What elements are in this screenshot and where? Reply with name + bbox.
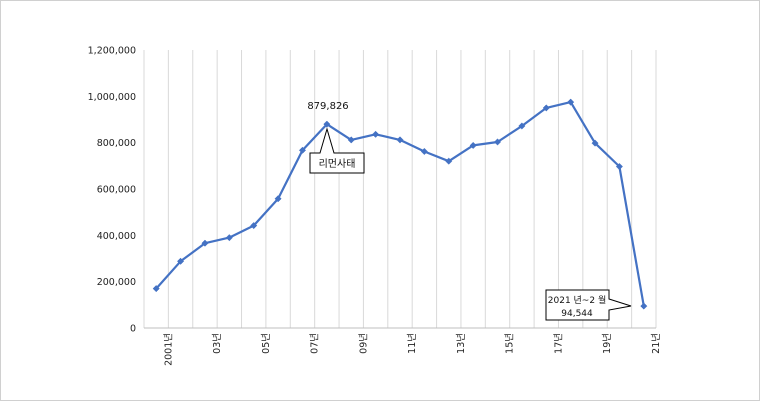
y-tick-label: 1,200,000 <box>88 46 136 57</box>
data-point <box>445 157 453 165</box>
x-tick-label: 2001년 <box>163 333 174 366</box>
data-point <box>591 139 599 147</box>
data-point <box>420 147 428 156</box>
data-point <box>640 302 648 310</box>
data-point <box>201 239 209 247</box>
x-tick-label: 11년 <box>407 333 418 354</box>
data-point <box>567 98 575 106</box>
data-point <box>469 141 477 150</box>
x-tick-label: 17년 <box>553 333 564 354</box>
grid-lines <box>143 50 657 328</box>
y-tick-label: 200,000 <box>97 277 136 288</box>
data-point <box>274 195 282 203</box>
y-tick-label: 600,000 <box>97 185 136 196</box>
data-point <box>396 136 404 144</box>
y-tick-label: 400,000 <box>97 231 136 242</box>
peak-value-label: 879,826 <box>307 101 348 112</box>
latest-value-callout-line1: 2021 년~2 월 <box>548 294 606 306</box>
series-line <box>155 100 645 307</box>
latest-value-callout-line2: 94,544 <box>561 309 593 319</box>
x-tick-label: 15년 <box>505 333 516 354</box>
x-tick-label: 03년 <box>212 333 223 354</box>
latest-value-callout-box <box>545 289 632 321</box>
x-tick-label: 13년 <box>456 333 467 354</box>
x-tick-label: 19년 <box>602 333 613 354</box>
data-point <box>518 122 526 130</box>
series-points <box>152 98 648 310</box>
lehman-callout-label: 리먼사태 <box>319 158 356 170</box>
data-point <box>152 285 160 293</box>
data-point <box>372 130 380 138</box>
data-point <box>542 104 550 112</box>
data-point <box>250 222 258 230</box>
data-point <box>225 234 233 242</box>
y-axis-ticks: 0 200,000 400,000 600,000 800,000 1,000,000 1,… <box>88 46 136 335</box>
lehman-callout-box <box>309 127 365 174</box>
x-tick-label: 07년 <box>310 333 321 354</box>
data-point <box>615 162 623 171</box>
data-point <box>347 136 355 144</box>
data-point <box>323 120 331 128</box>
x-axis-ticks: 2001년 03년 05년 07년 09년 11년 13년 15년 17년 19년 21년 <box>163 333 662 366</box>
y-tick-label: 0 <box>130 324 136 335</box>
data-point <box>177 257 185 265</box>
data-point <box>298 146 307 154</box>
x-tick-label: 09년 <box>358 333 369 354</box>
y-tick-label: 1,000,000 <box>88 92 136 103</box>
x-tick-label: 05년 <box>261 333 272 354</box>
data-point <box>493 138 502 146</box>
x-tick-label: 21년 <box>651 333 662 354</box>
y-tick-label: 800,000 <box>97 138 136 149</box>
